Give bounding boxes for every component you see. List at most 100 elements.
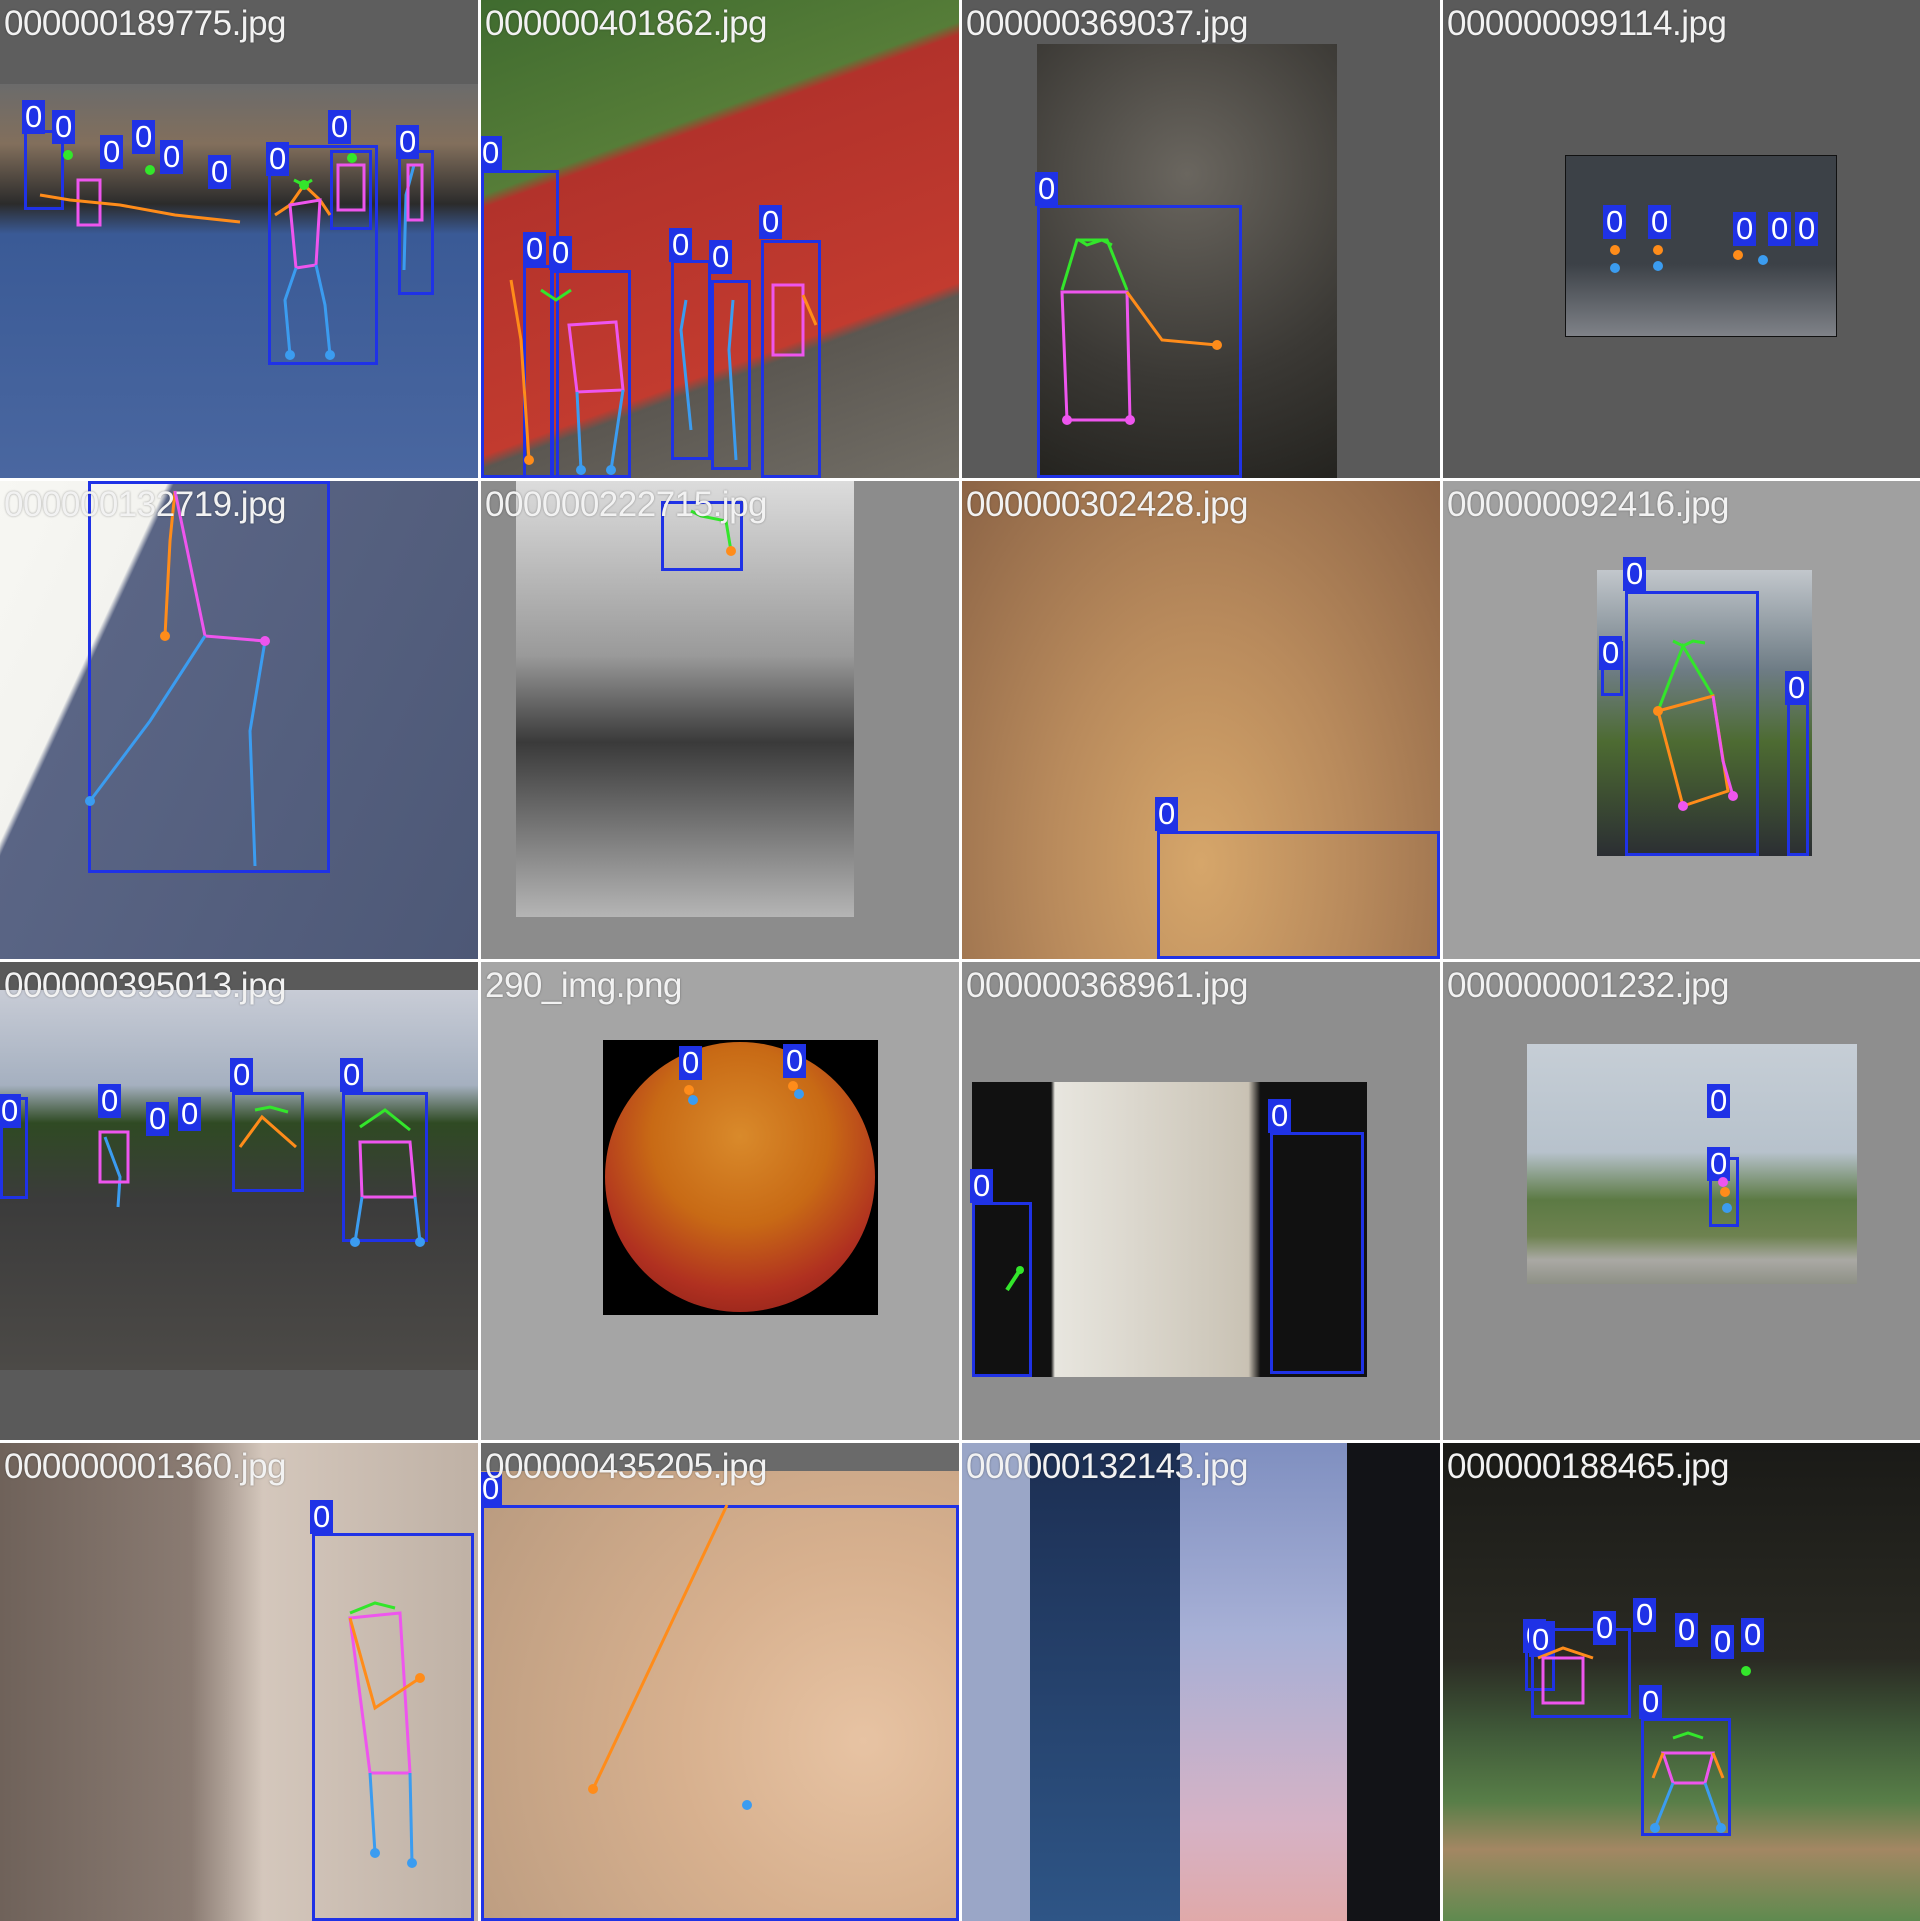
class-label: 0 [0,1094,22,1128]
class-label: 0 [759,205,783,239]
class-label: 0 [1623,557,1647,591]
class-label: 0 [783,1044,807,1078]
tile-9[interactable]: 0 0 0 0 0 0 000000395013.jpg [0,962,478,1440]
detection-box [1157,831,1440,959]
class-label: 0 [1599,636,1623,670]
class-label: 0 [1768,212,1792,246]
class-label: 0 [340,1058,364,1092]
detection-box [88,481,330,873]
tile-16[interactable]: 0 0 0 0 0 0 0 0 000000188465.jpg [1443,1443,1920,1921]
tile-image [0,1443,478,1921]
pose-skeleton [348,1601,425,1868]
tile-image [1565,155,1837,337]
detection-box [711,280,751,470]
tile-5[interactable]: 0 000000132719.jpg [0,481,478,959]
pose-skeleton [1653,639,1738,811]
fisheye-view [605,1042,875,1312]
class-label: 0 [1711,1625,1735,1659]
class-label: 0 [1639,1685,1663,1719]
class-label: 0 [1155,797,1179,831]
detection-box [972,1202,1032,1377]
pose-skeleton [1060,238,1222,425]
tile-12[interactable]: 0 0 000000001232.jpg [1443,962,1920,1440]
class-label: 0 [1593,1611,1617,1645]
tile-15[interactable]: 000000132143.jpg [962,1443,1440,1921]
detection-box [268,145,378,365]
tile-image [1597,570,1812,856]
tile-13[interactable]: 0 000000001360.jpg [0,1443,478,1921]
class-label: 0 [310,1500,334,1534]
class-label: 0 [52,110,76,144]
class-label: 0 [100,135,124,169]
class-label: 0 [481,136,503,170]
tile-image [481,1471,959,1921]
class-label: 0 [266,142,290,176]
pose-skeleton [1537,1646,1751,1833]
class-label: 0 [1633,1598,1657,1632]
class-label: 0 [970,1169,994,1203]
detection-box [232,1092,304,1192]
tile-3[interactable]: 0 000000369037.jpg [962,0,1440,478]
class-label: 0 [1035,172,1059,206]
tile-8[interactable]: 0 0 0 000000092416.jpg [1443,481,1920,959]
tile-image [972,1082,1367,1377]
class-label: 0 [709,240,733,274]
class-label: 0 [679,1046,703,1080]
building-left [1030,1443,1180,1921]
pose-skeleton [690,509,736,556]
tile-11[interactable]: 0 0 000000368961.jpg [962,962,1440,1440]
tile-image [1527,1044,1857,1284]
tile-image [0,481,478,959]
class-label: 0 [1741,1618,1765,1652]
class-label: 0 [178,1097,202,1131]
pose-skeleton [98,1105,425,1247]
detection-box [330,150,372,230]
tile-image [516,481,854,917]
class-label: 0 [481,1472,503,1506]
class-label: 0 [208,155,232,189]
class-label: 0 [523,232,547,266]
tile-6[interactable]: 000000222715.jpg [481,481,959,959]
class-label: 0 [1785,671,1809,705]
class-label: 0 [98,1084,122,1118]
class-label: 0 [549,236,573,270]
building-right [1347,1443,1440,1921]
class-label: 0 [1707,1084,1731,1118]
detection-box [761,240,821,478]
class-label: 0 [22,100,46,134]
class-label: 0 [1733,212,1757,246]
class-label: 0 [1529,1623,1553,1657]
class-label: 0 [396,125,420,159]
tile-2[interactable]: 0 0 0 0 0 0 000000401862.jpg [481,0,959,478]
detection-box [661,501,743,571]
detection-box [1641,1718,1731,1836]
class-label: 0 [1603,205,1627,239]
class-label: 0 [1675,1613,1699,1647]
pose-skeleton [1005,1266,1024,1292]
detection-box [1270,1132,1364,1374]
class-label: 0 [1707,1147,1731,1181]
detection-box [1625,591,1759,856]
tile-image [962,481,1440,959]
class-label: 0 [1268,1099,1292,1133]
detection-box [1037,205,1242,478]
class-label: 0 [1795,212,1819,246]
tile-14[interactable]: 0 000000435205.jpg [481,1443,959,1921]
class-label: 0 [1648,205,1672,239]
tile-1[interactable]: 0 0 0 0 0 0 0 0 0 000000189775.jpg [0,0,478,478]
class-label: 0 [160,140,184,174]
detection-box [342,1092,428,1242]
pose-skeleton [1610,245,1768,273]
pose-skeleton [588,1504,752,1810]
class-label: 0 [146,1102,170,1136]
tile-7[interactable]: 0 000000302428.jpg [962,481,1440,959]
tile-4[interactable]: 0 0 0 0 0 000000099114.jpg [1443,0,1920,478]
tile-image [1443,1443,1920,1921]
class-label: 0 [669,228,693,262]
pose-skeleton [39,150,424,360]
detection-box [481,170,559,478]
detection-box [1531,1628,1631,1718]
tile-10[interactable]: 0 0 290_img.png [481,962,959,1440]
class-label: 0 [132,120,156,154]
